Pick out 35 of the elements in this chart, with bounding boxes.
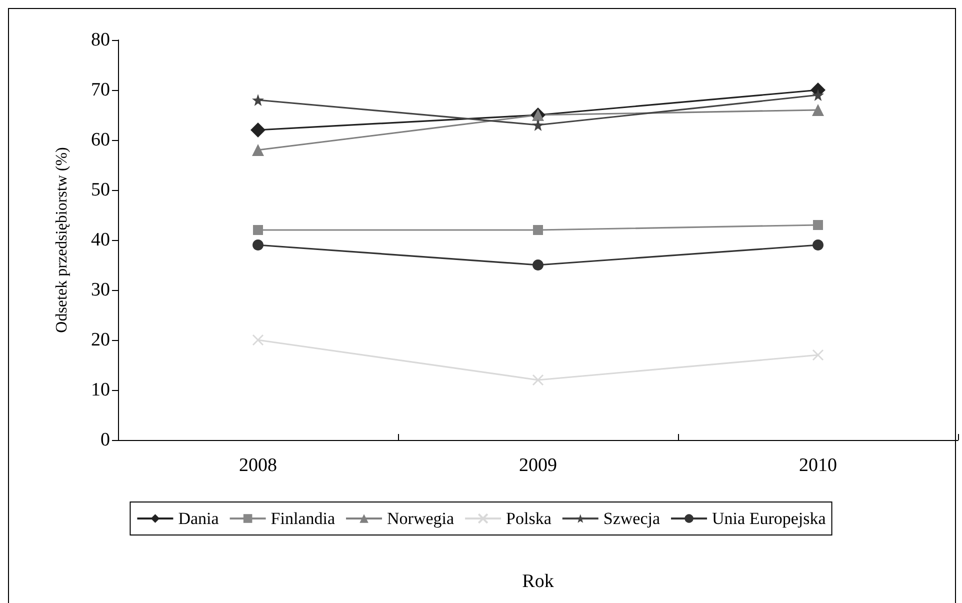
legend-label: Polska — [506, 509, 552, 528]
legend-label: Norwegia — [387, 509, 454, 528]
x-tick-label: 2009 — [519, 455, 557, 476]
point — [252, 240, 264, 250]
point — [252, 94, 264, 106]
point — [812, 349, 824, 361]
point — [252, 144, 264, 156]
point — [813, 220, 823, 230]
y-tick-label: 40 — [91, 230, 110, 250]
x-tick-label: 2008 — [239, 455, 277, 476]
y-tick-label: 10 — [91, 380, 110, 400]
y-tick-label: 50 — [91, 180, 110, 200]
point — [532, 374, 544, 386]
legend-label: Unia Europejska — [712, 509, 826, 528]
x-tick-label: 2010 — [799, 455, 837, 476]
point — [812, 240, 824, 250]
legend-label: Dania — [178, 509, 220, 528]
point — [250, 122, 266, 138]
y-tick-label: 0 — [100, 430, 110, 450]
point — [532, 260, 544, 270]
y-axis-title: Odsetek przedsiębiorstw (%) — [54, 147, 70, 333]
y-tick-label: 70 — [91, 80, 110, 100]
y-tick-label: 30 — [91, 280, 110, 300]
point — [812, 89, 824, 101]
y-tick-label: 80 — [91, 30, 110, 50]
legend-label: Finlandia — [270, 509, 336, 528]
x-axis-title: Rok — [522, 571, 554, 592]
y-tick-label: 60 — [91, 130, 110, 150]
point — [253, 225, 263, 235]
point — [252, 334, 264, 346]
legend-label: Szwecja — [603, 509, 660, 528]
point — [533, 225, 543, 235]
point — [532, 119, 544, 131]
point — [812, 104, 824, 116]
y-tick-label: 20 — [91, 330, 110, 350]
